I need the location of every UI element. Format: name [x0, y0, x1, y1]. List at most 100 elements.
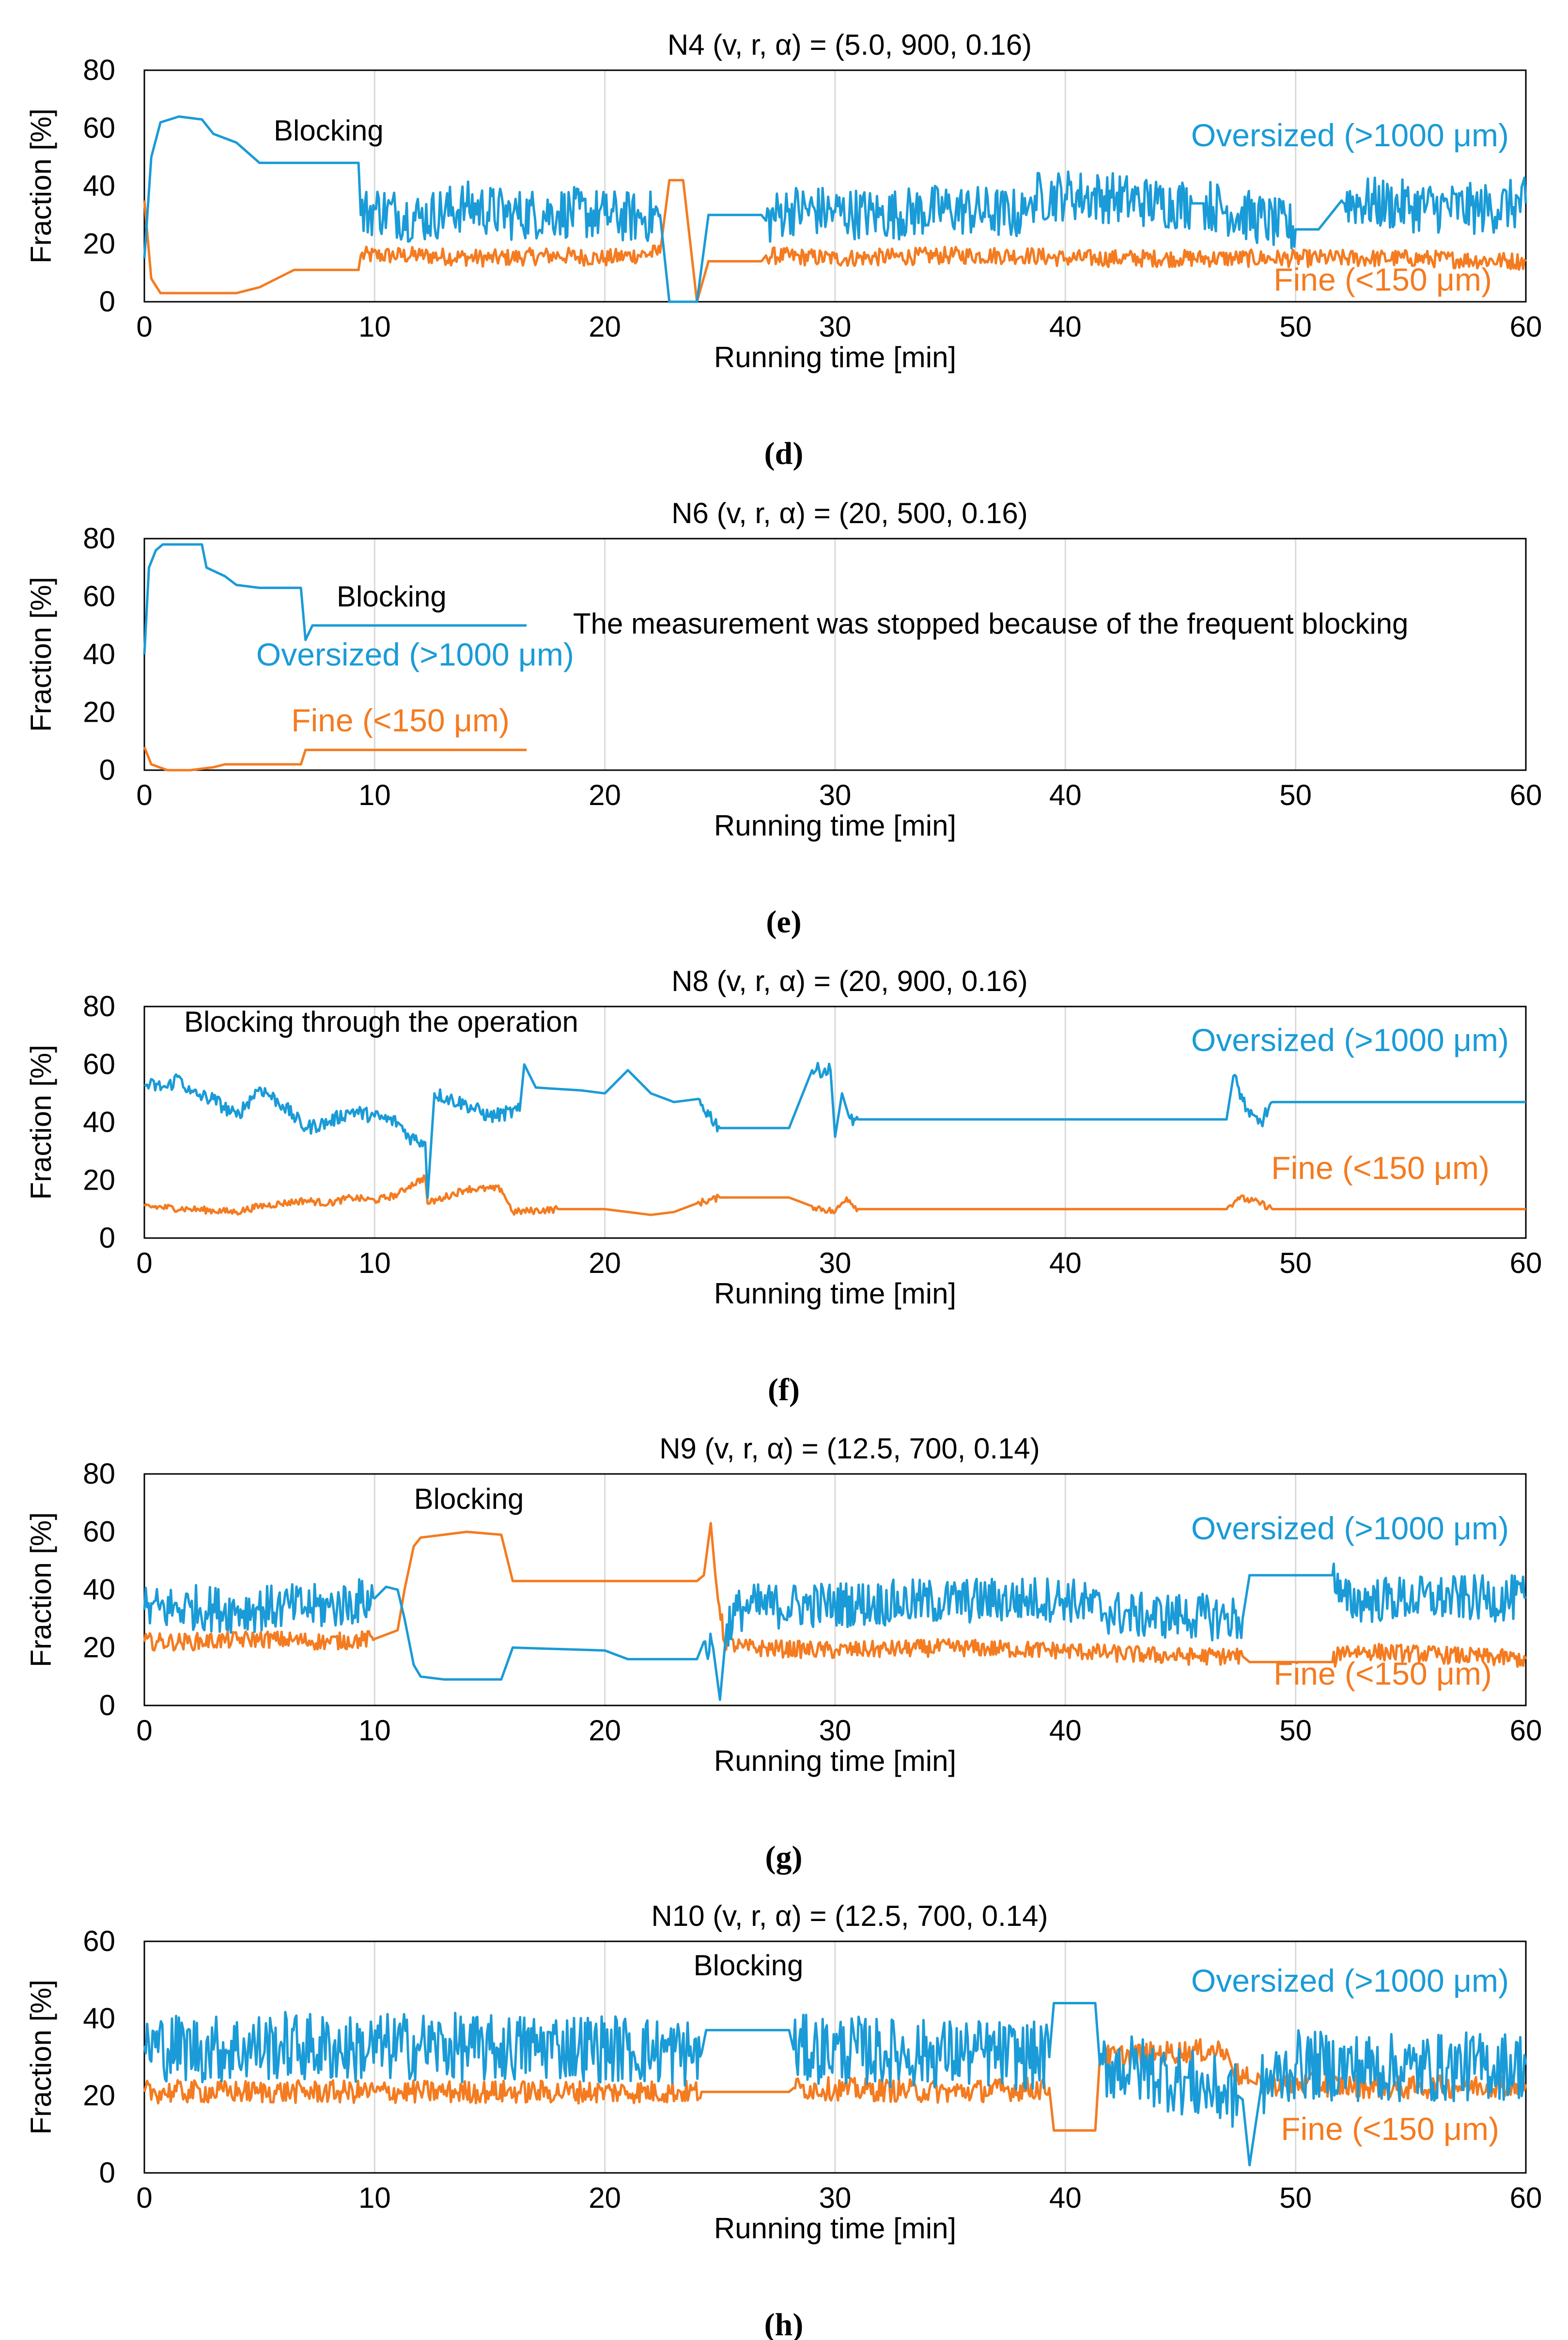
series-line-oversized	[143, 115, 1527, 303]
y-tick-label: 60	[83, 1048, 115, 1081]
x-tick-label: 40	[1049, 1714, 1082, 1747]
y-tick-label: 60	[83, 1925, 115, 1957]
panel-caption: (g)	[765, 1840, 803, 1875]
legend-oversized: Oversized (>1000 μm)	[256, 636, 574, 672]
y-tick-label: 0	[99, 285, 115, 318]
panel-caption: (e)	[766, 904, 801, 940]
y-tick-label: 20	[83, 1164, 115, 1196]
x-tick-label: 30	[819, 310, 852, 343]
y-tick-label: 20	[83, 2079, 115, 2112]
x-tick-label: 60	[1510, 1247, 1542, 1279]
y-tick-label: 40	[83, 1573, 115, 1606]
x-tick-label: 10	[358, 1714, 391, 1747]
x-tick-label: 30	[819, 1247, 852, 1279]
chart-panel-5: N10 (v, r, α) = (12.5, 700, 0.14) 0 10 20 30…	[25, 1900, 1542, 2340]
x-tick-label: 0	[136, 1247, 152, 1279]
x-tick-label: 30	[819, 1714, 852, 1747]
x-tick-label: 40	[1049, 779, 1082, 811]
x-tick-label: 10	[358, 779, 391, 811]
y-tick-label: 80	[83, 1457, 115, 1490]
x-tick-label: 0	[136, 779, 152, 811]
chart-title: N6 (v, r, α) = (20, 500, 0.16)	[671, 497, 1028, 529]
y-tick-label: 60	[83, 1516, 115, 1548]
x-tick-label: 20	[589, 779, 621, 811]
y-tick-label: 60	[83, 580, 115, 613]
series-line-fine	[143, 746, 527, 772]
series-line-oversized	[143, 1062, 1526, 1199]
annotation: Blocking	[414, 1483, 524, 1515]
y-tick-label: 0	[99, 1222, 115, 1254]
y-tick-label: 40	[83, 1106, 115, 1138]
y-axis-label: Fraction [%]	[25, 1512, 57, 1667]
series-line-fine	[143, 1522, 1527, 1668]
plot-frame	[143, 1006, 1527, 1239]
annotation: Blocking	[274, 114, 384, 147]
legend-fine: Fine (<150 μm)	[1273, 1656, 1492, 1691]
x-tick-label: 0	[136, 2182, 152, 2214]
x-tick-label: 40	[1049, 1247, 1082, 1279]
annotation: The measurement was stopped because of t…	[573, 607, 1408, 640]
x-tick-label: 20	[589, 1247, 621, 1279]
legend-fine: Fine (<150 μm)	[291, 702, 510, 738]
plot-frame	[143, 1473, 1527, 1706]
y-tick-label: 0	[99, 754, 115, 786]
x-tick-label: 50	[1279, 1714, 1312, 1747]
y-tick-label: 60	[83, 112, 115, 144]
x-tick-label: 50	[1279, 310, 1312, 343]
annotation: Blocking	[337, 580, 447, 613]
y-tick-label: 40	[83, 638, 115, 670]
series-line-oversized	[143, 1562, 1527, 1701]
y-axis-label: Fraction [%]	[25, 1980, 57, 2135]
panel-caption: (d)	[764, 436, 804, 471]
y-axis-label: Fraction [%]	[25, 1045, 57, 1200]
y-tick-label: 40	[83, 2002, 115, 2034]
legend-fine: Fine (<150 μm)	[1271, 1150, 1490, 1186]
panel-caption: (f)	[768, 1372, 800, 1408]
x-tick-label: 20	[589, 1714, 621, 1747]
x-tick-label: 50	[1279, 1247, 1312, 1279]
legend-oversized: Oversized (>1000 μm)	[1191, 1510, 1509, 1546]
x-axis-label: Running time [min]	[714, 1745, 956, 1777]
x-tick-label: 60	[1510, 310, 1542, 343]
x-tick-label: 10	[358, 310, 391, 343]
series-line-oversized	[143, 2002, 1527, 2167]
x-tick-label: 50	[1279, 779, 1312, 811]
legend-oversized: Oversized (>1000 μm)	[1191, 1022, 1509, 1058]
x-tick-label: 10	[358, 2182, 391, 2214]
y-axis-label: Fraction [%]	[25, 108, 57, 263]
legend-fine: Fine (<150 μm)	[1281, 2111, 1499, 2147]
x-tick-label: 40	[1049, 2182, 1082, 2214]
x-tick-label: 20	[589, 310, 621, 343]
x-tick-label: 60	[1510, 1714, 1542, 1747]
x-tick-label: 40	[1049, 310, 1082, 343]
chart-panel-1: N4 (v, r, α) = (5.0, 900, 0.16) 0 10 20 30 40…	[25, 29, 1542, 471]
x-tick-label: 20	[589, 2182, 621, 2214]
x-tick-label: 60	[1510, 2182, 1542, 2214]
y-tick-label: 20	[83, 228, 115, 260]
x-tick-label: 60	[1510, 779, 1542, 811]
y-tick-label: 80	[83, 54, 115, 86]
chart-panel-4: N9 (v, r, α) = (12.5, 700, 0.14) 0 10 20 30 4…	[25, 1432, 1542, 1875]
annotation: Blocking	[694, 1949, 804, 1982]
chart-panel-3: N8 (v, r, α) = (20, 900, 0.16) 0 10 20 30 40 5…	[25, 965, 1542, 1408]
x-axis-label: Running time [min]	[714, 341, 956, 373]
chart-title: N10 (v, r, α) = (12.5, 700, 0.14)	[652, 1900, 1048, 1932]
y-tick-label: 80	[83, 990, 115, 1023]
annotation: Blocking through the operation	[184, 1006, 578, 1038]
chart-panel-2: N6 (v, r, α) = (20, 500, 0.16) 0 10 20 30 40 5…	[25, 497, 1542, 940]
y-tick-label: 80	[83, 522, 115, 555]
chart-title: N8 (v, r, α) = (20, 900, 0.16)	[671, 965, 1028, 997]
series-line-oversized	[143, 543, 527, 655]
legend-oversized: Oversized (>1000 μm)	[1191, 1963, 1509, 1999]
series-line-fine	[143, 1174, 1526, 1216]
chart-title: N4 (v, r, α) = (5.0, 900, 0.16)	[668, 29, 1032, 61]
legend-oversized: Oversized (>1000 μm)	[1191, 117, 1509, 153]
x-tick-label: 10	[358, 1247, 391, 1279]
y-tick-label: 20	[83, 696, 115, 728]
x-tick-label: 30	[819, 2182, 852, 2214]
x-axis-label: Running time [min]	[714, 1277, 956, 1310]
y-tick-label: 40	[83, 170, 115, 202]
y-tick-label: 20	[83, 1631, 115, 1664]
x-tick-label: 0	[136, 1714, 152, 1747]
